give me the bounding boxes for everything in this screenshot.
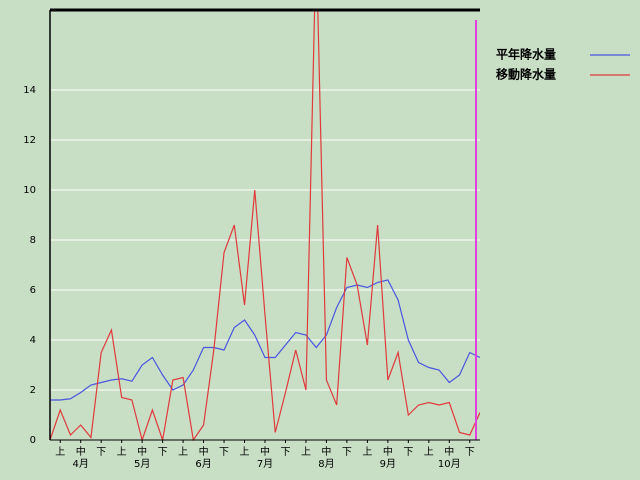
- x-tick-label: 下: [219, 447, 229, 458]
- x-tick-label: 上: [362, 446, 372, 458]
- series-line: [50, 10, 480, 441]
- month-label: 7月: [257, 458, 273, 470]
- x-tick-label: 中: [76, 445, 86, 458]
- y-tick-label: 2: [30, 385, 36, 396]
- y-tick-label: 14: [23, 85, 36, 96]
- x-tick-label: 上: [301, 446, 311, 458]
- x-tick-label: 中: [321, 445, 331, 458]
- month-label: 6月: [195, 458, 211, 470]
- x-tick-label: 上: [178, 446, 188, 458]
- x-tick-label: 上: [424, 446, 434, 458]
- month-label: 4月: [73, 458, 89, 470]
- plot: [50, 10, 480, 441]
- month-label: 5月: [134, 458, 150, 470]
- y-tick-label: 4: [30, 335, 36, 346]
- series-line: [50, 279, 480, 401]
- x-tick-label: 下: [96, 447, 106, 458]
- x-tick-label: 下: [465, 447, 475, 458]
- y-tick-label: 8: [30, 235, 36, 246]
- x-tick-label: 下: [403, 447, 413, 458]
- x-tick-label: 下: [158, 447, 168, 458]
- legend-label: 平年降水量: [496, 47, 556, 62]
- x-tick-label: 中: [260, 445, 270, 458]
- x-tick-label: 上: [240, 446, 250, 458]
- x-tick-label: 中: [444, 445, 454, 458]
- month-label: 8月: [318, 458, 334, 470]
- y-tick-label: 6: [30, 285, 36, 296]
- y-tick-label: 0: [30, 435, 36, 446]
- x-tick-label: 下: [342, 447, 352, 458]
- grid: [50, 89, 480, 391]
- y-tick-label: 10: [23, 185, 36, 196]
- x-tick-label: 上: [55, 446, 65, 458]
- x-tick-label: 中: [137, 445, 147, 458]
- legend-label: 移動降水量: [496, 67, 556, 82]
- x-tick-label: 下: [280, 447, 290, 458]
- x-tick-label: 上: [117, 446, 127, 458]
- x-tick-label: 中: [199, 445, 209, 458]
- x-tick-label: 中: [383, 445, 393, 458]
- month-label: 10月: [438, 458, 461, 470]
- month-label: 9月: [380, 458, 396, 470]
- y-tick-label: 12: [23, 135, 36, 146]
